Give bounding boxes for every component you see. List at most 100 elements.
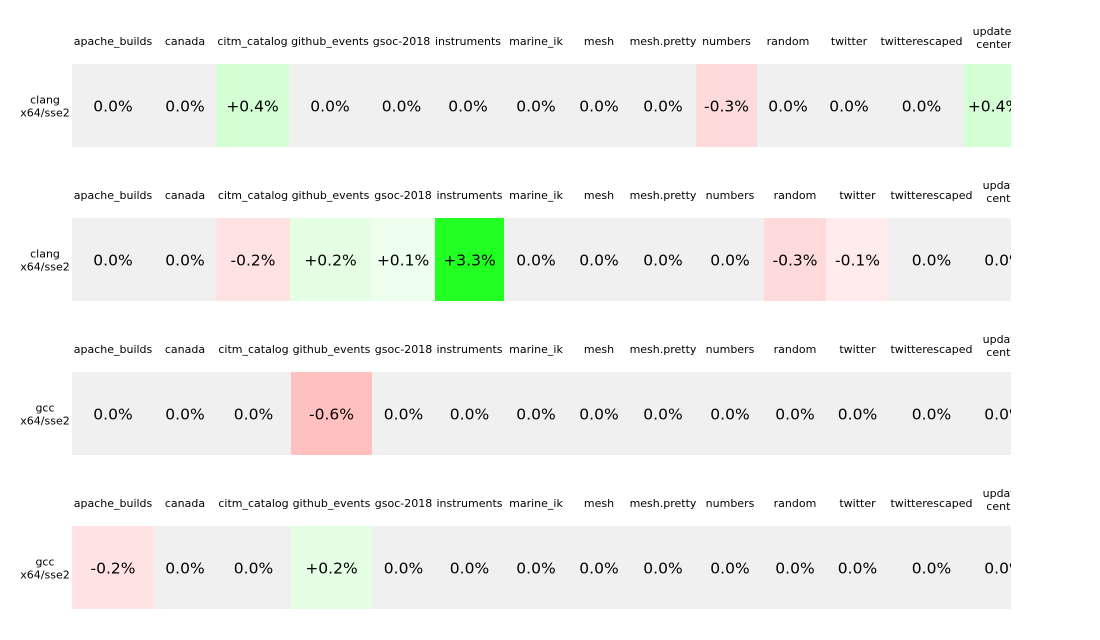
heatmap-cell bbox=[757, 64, 819, 147]
column-label: marine_ik bbox=[509, 35, 563, 48]
cell-value-label: 0.0% bbox=[710, 252, 749, 270]
heatmap-cell bbox=[568, 372, 630, 455]
column-label: mesh bbox=[584, 35, 614, 48]
heatmap-cell bbox=[504, 526, 568, 609]
cell-value-label: 0.0% bbox=[234, 560, 273, 578]
cell-value-label: +0.2% bbox=[305, 560, 357, 578]
row-label: gcc x64/sse2 bbox=[20, 556, 69, 582]
column-label: github_events bbox=[293, 497, 371, 510]
cell-value-label: 0.0% bbox=[516, 560, 555, 578]
cell-value-label: 0.0% bbox=[775, 560, 814, 578]
cell-value-label: 0.0% bbox=[984, 252, 1023, 270]
heatmap-panel: clang x64/sse2 apache_builds 0.0% canada 0.0%… bbox=[20, 179, 1023, 301]
column-label: instruments bbox=[436, 189, 502, 202]
heatmap-cell bbox=[889, 218, 974, 301]
heatmap-cell bbox=[371, 218, 435, 301]
cell-value-label: 0.0% bbox=[450, 560, 489, 578]
column-label: canada bbox=[165, 35, 205, 48]
row-label: clang x64/sse2 bbox=[20, 94, 69, 120]
heatmap-panel: gcc x64/sse2 apache_builds 0.0% canada 0.0% ci… bbox=[20, 333, 1023, 455]
heatmap-cell bbox=[435, 372, 504, 455]
heatmap-cell bbox=[432, 64, 504, 147]
heatmap-cell bbox=[764, 372, 826, 455]
cell-value-label: 0.0% bbox=[384, 406, 423, 424]
heatmap-cell bbox=[290, 218, 371, 301]
cell-value-label: 0.0% bbox=[165, 560, 204, 578]
column-label: mesh.pretty bbox=[630, 189, 697, 202]
column-label: twitterescaped bbox=[880, 35, 962, 48]
cell-value-label: 0.0% bbox=[448, 98, 487, 116]
column-label: random bbox=[774, 343, 817, 356]
heatmap-cell bbox=[696, 372, 764, 455]
cell-value-label: 0.0% bbox=[450, 406, 489, 424]
heatmap-cell bbox=[974, 218, 1011, 301]
cell-value-label: 0.0% bbox=[912, 560, 951, 578]
cell-value-label: +0.2% bbox=[304, 252, 356, 270]
heatmap-cell bbox=[216, 64, 289, 147]
cell-value-label: 0.0% bbox=[775, 406, 814, 424]
heatmap-cell bbox=[72, 64, 154, 147]
column-label: twitterescaped bbox=[890, 189, 972, 202]
column-label: numbers bbox=[702, 35, 751, 48]
heatmap-cell bbox=[504, 64, 568, 147]
column-label: apache_builds bbox=[74, 189, 153, 202]
column-label: citm_catalog bbox=[218, 497, 288, 510]
column-label: citm_catalog bbox=[218, 189, 288, 202]
heatmap-cell bbox=[974, 526, 1011, 609]
cell-value-label: 0.0% bbox=[643, 406, 682, 424]
column-label: marine_ik bbox=[509, 189, 563, 202]
cell-value-label: +0.1% bbox=[377, 252, 429, 270]
cell-value-label: 0.0% bbox=[165, 98, 204, 116]
heatmap-cell bbox=[154, 372, 216, 455]
column-label: update-center bbox=[973, 25, 1016, 51]
column-label: instruments bbox=[436, 343, 502, 356]
column-label: github_events bbox=[293, 343, 371, 356]
heatmap-cell bbox=[630, 218, 696, 301]
heatmap-cell bbox=[764, 218, 826, 301]
heatmap-cell bbox=[216, 372, 291, 455]
column-label: mesh.pretty bbox=[630, 497, 697, 510]
cell-value-label: 0.0% bbox=[93, 252, 132, 270]
heatmap-cell bbox=[291, 526, 372, 609]
cell-value-label: -0.1% bbox=[835, 252, 880, 270]
heatmap-cell bbox=[216, 526, 291, 609]
cell-value-label: 0.0% bbox=[516, 406, 555, 424]
heatmap-cell bbox=[154, 526, 216, 609]
column-label: mesh bbox=[584, 189, 614, 202]
column-label: gsoc-2018 bbox=[374, 189, 431, 202]
heatmap-cell bbox=[819, 64, 879, 147]
cell-value-label: 0.0% bbox=[579, 560, 618, 578]
column-label: numbers bbox=[706, 343, 755, 356]
cell-value-label: 0.0% bbox=[516, 98, 555, 116]
heatmap-cell bbox=[568, 526, 630, 609]
cell-value-label: 0.0% bbox=[165, 406, 204, 424]
cell-value-label: 0.0% bbox=[984, 560, 1023, 578]
column-label: twitter bbox=[831, 35, 868, 48]
heatmap-cell bbox=[630, 64, 696, 147]
cell-value-label: 0.0% bbox=[234, 406, 273, 424]
heatmap-cell bbox=[289, 64, 371, 147]
column-label: canada bbox=[165, 343, 205, 356]
cell-value-label: 0.0% bbox=[643, 252, 682, 270]
column-label: twitter bbox=[839, 189, 876, 202]
column-label: random bbox=[774, 497, 817, 510]
heatmap-cell bbox=[879, 64, 964, 147]
cell-value-label: 0.0% bbox=[912, 406, 951, 424]
heatmap-cell bbox=[504, 218, 568, 301]
column-label: apache_builds bbox=[74, 35, 153, 48]
cell-value-label: 0.0% bbox=[710, 406, 749, 424]
cell-value-label: 0.0% bbox=[912, 252, 951, 270]
column-label: gsoc-2018 bbox=[375, 343, 432, 356]
heatmap-cell bbox=[764, 526, 826, 609]
heatmap-cell bbox=[435, 526, 504, 609]
column-label: mesh bbox=[584, 343, 614, 356]
cell-value-label: 0.0% bbox=[838, 560, 877, 578]
cell-value-label: +0.4% bbox=[226, 98, 278, 116]
column-label: random bbox=[767, 35, 810, 48]
heatmap-panel: gcc x64/sse2 apache_builds -0.2% canada 0.0% c… bbox=[20, 487, 1023, 609]
cell-value-label: 0.0% bbox=[838, 406, 877, 424]
cell-value-label: 0.0% bbox=[984, 406, 1023, 424]
column-label: numbers bbox=[706, 497, 755, 510]
heatmap-cell bbox=[216, 218, 290, 301]
column-label: citm_catalog bbox=[217, 35, 287, 48]
